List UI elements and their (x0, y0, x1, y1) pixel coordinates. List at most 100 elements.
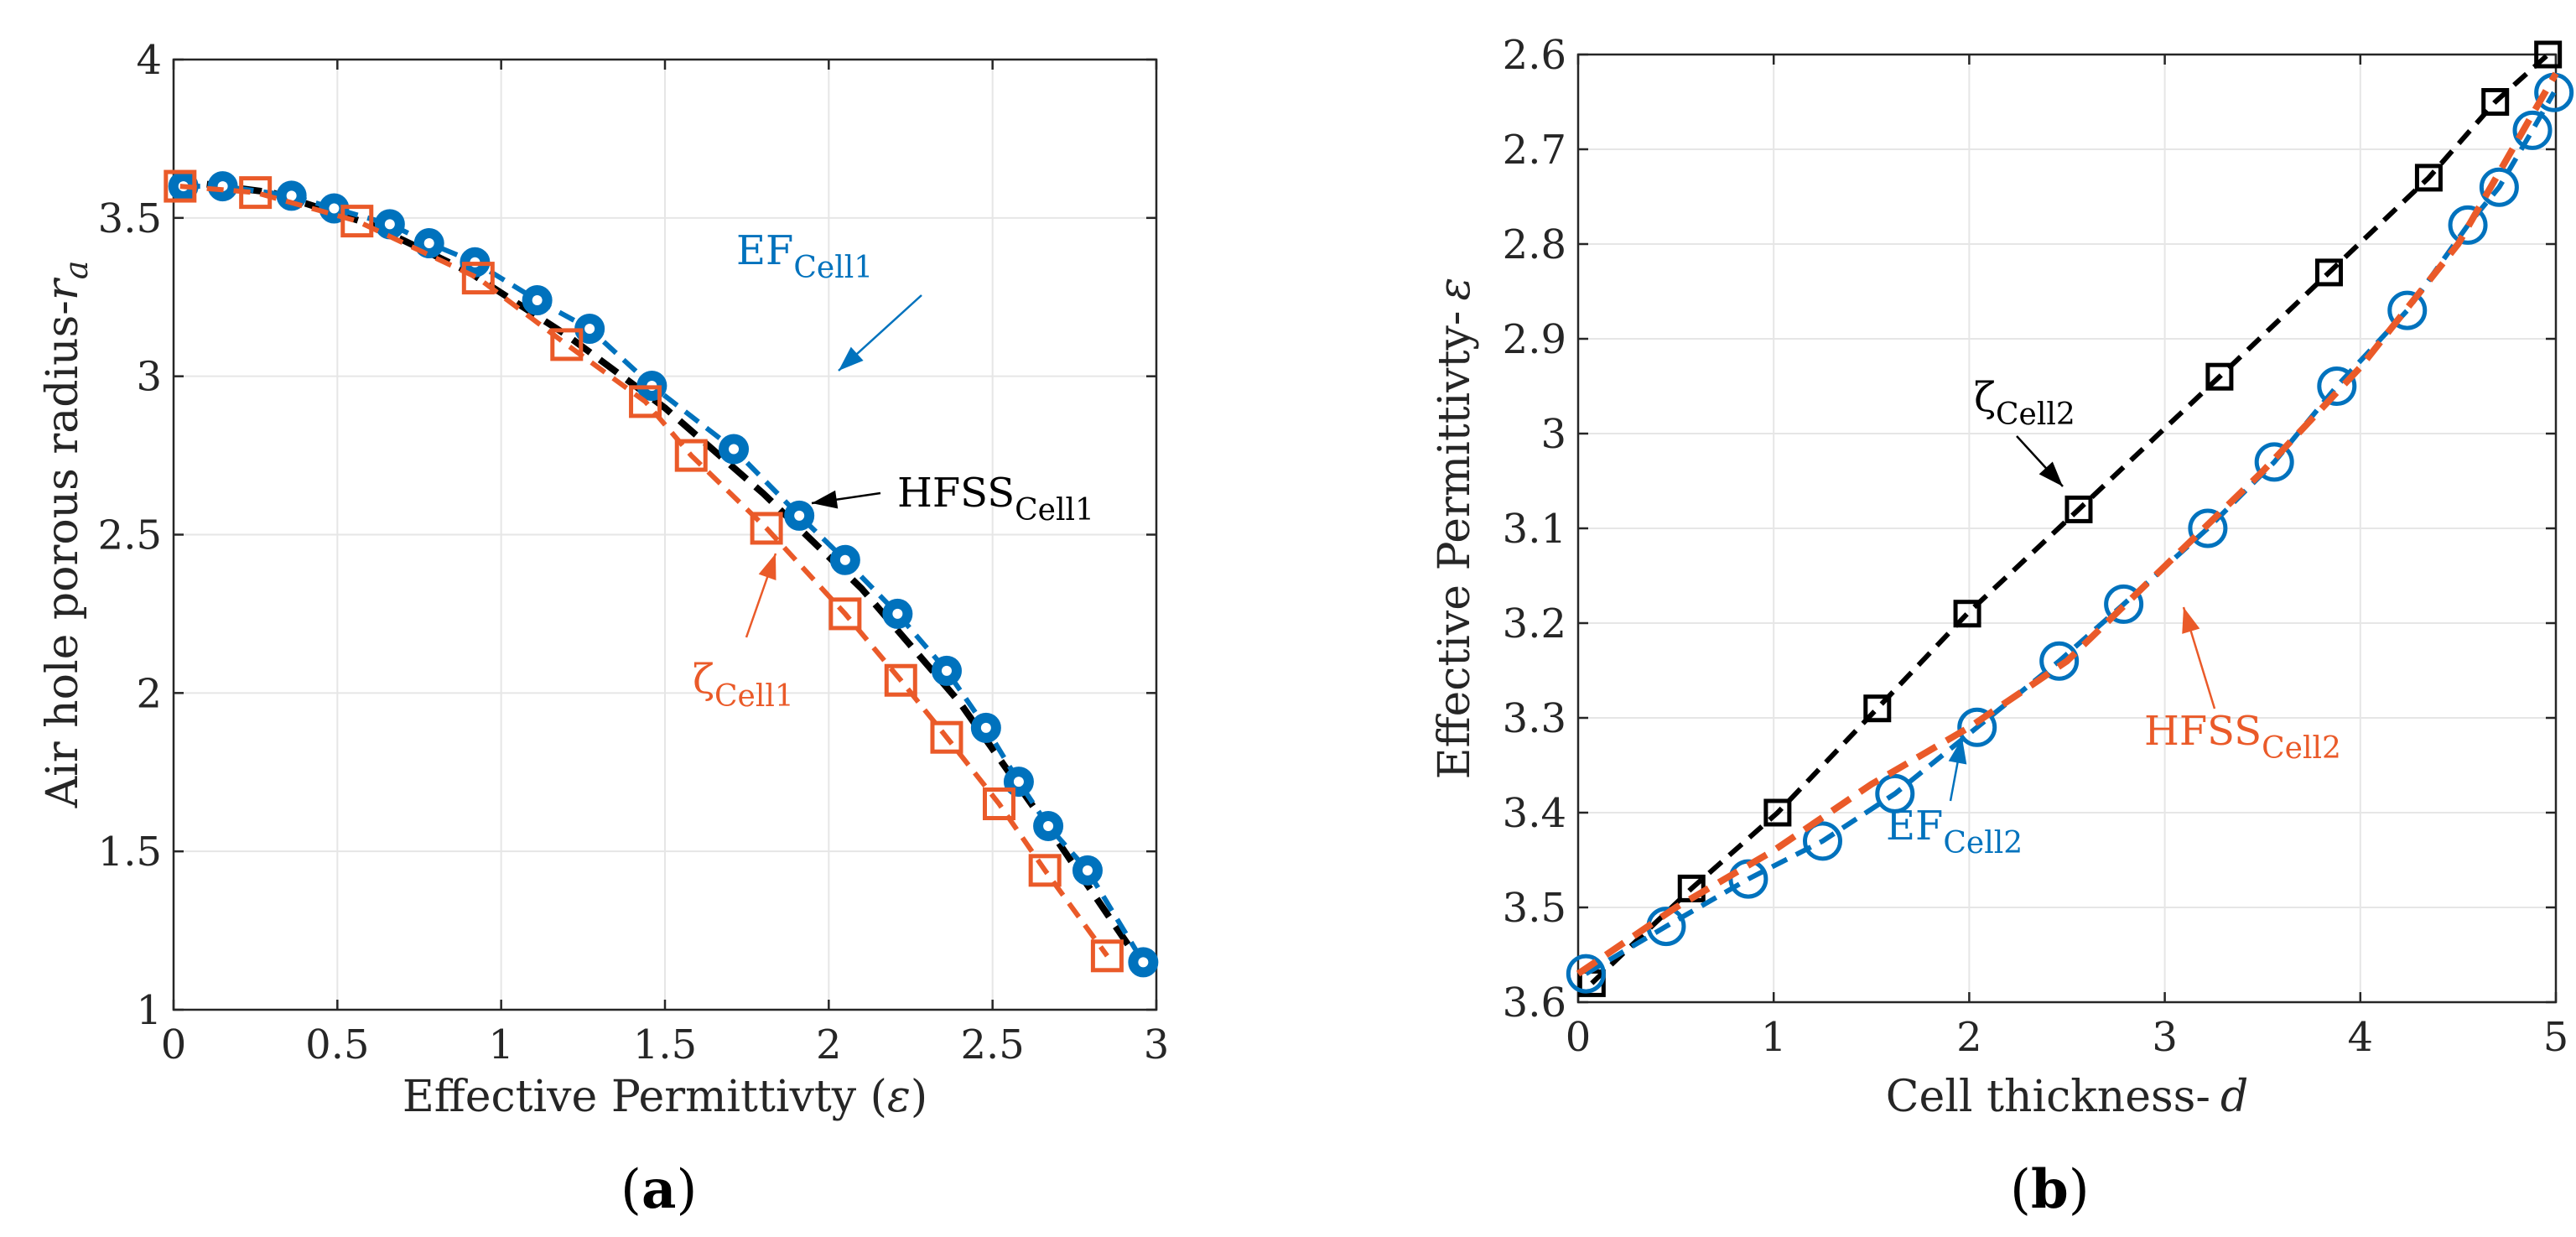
annotation-label: ζCell1 (693, 656, 794, 714)
y-axis-label-subscript: a (58, 261, 95, 280)
data-point-circle-core (941, 665, 952, 676)
panel-caption-close: ) (2069, 1159, 2090, 1221)
data-point-square (1028, 854, 1062, 887)
annotation-label-subscript: Cell1 (714, 679, 794, 714)
series-line (1590, 52, 2550, 985)
data-point-circle (2448, 205, 2488, 245)
data-point-square (550, 328, 584, 361)
x-tick-label: 1 (1761, 1014, 1787, 1061)
annotation-arrow-head (758, 554, 776, 580)
data-point-square (1090, 939, 1124, 973)
annotation-label-base: HFSS (897, 470, 1015, 517)
y-tick-label: 3.6 (1503, 980, 1566, 1027)
panel-caption: (a) (621, 1158, 697, 1221)
x-axis-label-end: ) (911, 1072, 927, 1122)
data-point-circle (1957, 707, 1997, 747)
y-axis-label: Air hole porous radius-ra (38, 261, 95, 809)
annotation-label: EFCell2 (1886, 803, 2023, 860)
y-axis-label: Effective Permittivty-ε (1430, 278, 1480, 780)
y-tick-label: 1.5 (98, 829, 162, 876)
data-point-square (1763, 798, 1792, 827)
annotation-hfss: HFSSCell2 (2144, 606, 2341, 766)
data-point-square (2414, 164, 2443, 192)
data-point-square (239, 176, 273, 210)
series-hfss-cell2 (1576, 71, 2559, 977)
x-axis-label-symbol: d (2220, 1072, 2248, 1122)
data-point-circle (1875, 773, 1915, 813)
data-point-circle (2387, 290, 2428, 330)
y-tick-label: 2 (136, 670, 162, 717)
data-point-circle (1566, 954, 1606, 994)
data-point-circle-core (423, 238, 434, 249)
annotation-label-base: ζ (1974, 374, 1996, 421)
x-axis-label-symbol: ε (887, 1072, 911, 1122)
y-tick-label: 4 (136, 37, 162, 84)
data-point-square (2534, 40, 2563, 69)
annotation-label-base: EF (1886, 803, 1943, 850)
annotation-arrow-head (1948, 738, 1967, 765)
data-point-square (884, 663, 917, 697)
annotation-hfss: HFSSCell1 (811, 470, 1094, 528)
y-tick-label: 3.4 (1503, 790, 1566, 837)
annotation-label-base: HFSS (2144, 708, 2262, 755)
data-point-circle (2254, 442, 2294, 482)
x-tick-label: 2 (816, 1021, 842, 1068)
x-tick-label: 3 (1144, 1021, 1170, 1068)
annotation-label: HFSSCell2 (2144, 708, 2341, 766)
data-point-square (2314, 258, 2343, 287)
y-tick-label: 2.9 (1503, 316, 1566, 363)
data-point-square (629, 385, 662, 418)
data-point-circle-core (1138, 957, 1149, 968)
x-axis-label: Cell thickness-d (1886, 1072, 2249, 1122)
annotation-label-base: ζ (693, 656, 714, 703)
x-tick-label: 2 (1956, 1014, 1982, 1061)
data-point-circle-core (892, 608, 903, 619)
y-tick-label: 2.6 (1503, 32, 1566, 79)
data-point-circle-core (980, 722, 991, 733)
data-point-circle (2188, 508, 2228, 548)
data-point-square (674, 439, 708, 472)
data-point-square (340, 205, 374, 238)
annotation-zeta: ζCell2 (1974, 374, 2075, 487)
panel-caption-letter: a (641, 1158, 676, 1221)
y-axis-label-main: Air hole porous radius- (38, 300, 88, 808)
annotation-arrow-head (839, 346, 864, 371)
panel-caption-close: ) (676, 1159, 697, 1221)
panel-b-chart: 0 1 2 3 4 5 2.6 2.7 2.8 2.9 3 3.1 3.2 3.3 3.4 3.5 3.6 Cel… (1430, 32, 2574, 1221)
annotation-arrow-head (812, 490, 839, 509)
data-point-circle-core (1043, 820, 1054, 831)
data-point-square (1953, 600, 1981, 628)
data-point-circle (2317, 366, 2357, 406)
series-ζ-cell1 (164, 169, 1124, 973)
y-tick-label: 1 (136, 987, 162, 1034)
data-point-circle-core (1082, 865, 1093, 876)
y-tick-label: 2.7 (1503, 127, 1566, 174)
data-point-square (828, 597, 862, 631)
panel-caption-open: ( (2010, 1159, 2031, 1221)
y-tick-label: 2.8 (1503, 221, 1566, 268)
data-point-circle-core (1013, 777, 1024, 787)
data-point-square (164, 169, 197, 203)
data-point-circle (2104, 584, 2144, 624)
x-tick-label: 0 (161, 1021, 187, 1068)
annotation-label: HFSSCell1 (897, 470, 1094, 528)
data-point-circle-core (839, 554, 850, 565)
y-tick-label: 3.5 (98, 195, 162, 242)
x-tick-label: 0 (1566, 1014, 1592, 1061)
y-tick-label: 3.5 (1503, 885, 1566, 932)
panel-caption-letter: b (2031, 1158, 2069, 1221)
series-line (179, 184, 1109, 958)
data-point-circle-core (532, 295, 543, 306)
y-axis-label-symbol: r (38, 277, 88, 300)
annotation-label-base: EF (736, 227, 793, 274)
x-tick-label: 1 (488, 1021, 514, 1068)
data-point-circle-core (794, 510, 805, 521)
y-axis-label-main: Effective Permittivty- (1430, 311, 1480, 780)
x-tick-label: 2.5 (960, 1021, 1024, 1068)
data-point-square (2481, 88, 2510, 116)
data-point-square (930, 720, 963, 754)
data-point-circle (1803, 821, 1842, 861)
panel-caption-open: ( (621, 1159, 641, 1221)
series-line (1576, 71, 2559, 977)
data-point-circle-core (729, 444, 740, 455)
